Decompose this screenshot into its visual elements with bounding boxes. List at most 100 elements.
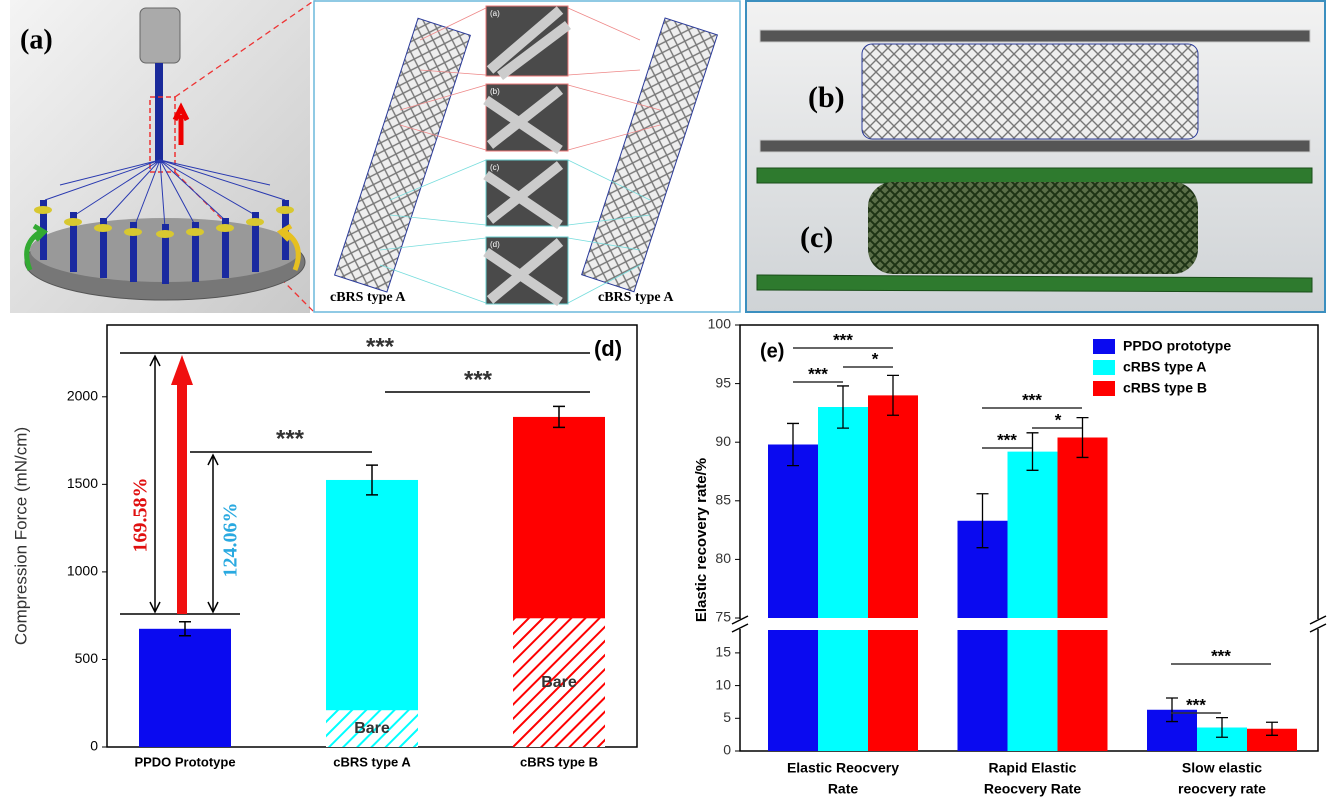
stent-image	[581, 17, 719, 293]
stent-mesh	[868, 182, 1198, 274]
bare-bar	[513, 618, 605, 747]
y-tick-label: 85	[715, 492, 731, 508]
error-bar	[553, 405, 565, 429]
panel-label: (e)	[760, 340, 784, 362]
error-bar	[887, 374, 899, 416]
y-tick-label: 15	[715, 644, 731, 660]
error-bar	[179, 621, 191, 637]
y-tick-label: 10	[715, 676, 731, 692]
error-bar	[976, 493, 989, 549]
micrograph-label: (a)	[490, 9, 500, 18]
panel-label: (d)	[594, 336, 622, 361]
x-tick-label: Rapid Elastic	[989, 760, 1077, 776]
y-tick-label: 0	[90, 738, 98, 754]
annotation: 169.58%	[130, 478, 152, 553]
bar	[768, 444, 818, 751]
y-tick-label: 75	[715, 609, 731, 625]
error-bar	[1076, 416, 1089, 459]
bar	[1147, 709, 1197, 751]
bar	[957, 520, 1008, 751]
y-tick-label: 95	[715, 374, 731, 390]
zoom-box	[149, 96, 176, 173]
cables	[44, 159, 286, 229]
y-tick-label: 2000	[67, 387, 98, 403]
annotation: ***	[997, 430, 1017, 449]
x-tick-label: Slow elastic	[1182, 760, 1262, 776]
rod	[155, 63, 163, 163]
annotation: ***	[276, 425, 305, 452]
annotation: *	[872, 349, 879, 368]
legend-label: PPDO prototype	[1123, 338, 1231, 354]
x-tick-label: Rate	[828, 781, 859, 797]
panel-a: (a)	[10, 0, 316, 314]
y-tick-label: 1500	[67, 475, 98, 491]
panel-stents: (a) (b) (c) (d) cBRS type A cBRS type A	[313, 0, 741, 313]
y-axis-label: Elastic recovery rate/%	[693, 458, 710, 622]
y-tick-label: 5	[723, 709, 731, 725]
y-tick-label: 90	[715, 433, 731, 449]
stent-model	[861, 43, 1199, 140]
x-tick-label: cBRS type B	[520, 754, 598, 769]
micrographs	[483, 5, 571, 307]
annotation: ***	[833, 330, 853, 349]
panel-label: (b)	[808, 81, 845, 114]
annotation: ***	[1022, 390, 1042, 409]
bar	[1057, 437, 1108, 751]
y-axis-label: Compression Force (mN/cm)	[11, 427, 30, 645]
error-bar	[1266, 721, 1278, 736]
micrograph-label: (c)	[490, 163, 500, 172]
panel-bc: (b) (c)	[745, 0, 1326, 313]
bar	[1247, 728, 1297, 751]
error-bar	[1026, 432, 1039, 471]
y-tick-label: 0	[723, 742, 731, 758]
x-tick-label: PPDO Prototype	[134, 754, 235, 769]
annotation: ***	[808, 364, 828, 383]
stent-caption: cBRS type A	[330, 290, 406, 305]
increase-arrow	[171, 355, 193, 614]
legend-swatch	[1093, 381, 1115, 396]
legend-label: cRBS type B	[1123, 380, 1207, 396]
plate	[756, 167, 1313, 184]
bar	[326, 479, 418, 747]
annotation: *	[1055, 410, 1062, 429]
y-tick-label: 500	[75, 650, 99, 666]
rotate-arrow-right	[276, 223, 301, 271]
callout-lines	[379, 159, 651, 304]
double-arrow	[149, 354, 219, 614]
bare-label: Bare	[354, 720, 390, 737]
bar	[818, 407, 868, 751]
micrograph-label: (b)	[490, 87, 500, 96]
panel-label: (a)	[20, 24, 53, 55]
x-tick-label: cBRS type A	[333, 754, 411, 769]
y-tick-label: 80	[715, 550, 731, 566]
y-tick-label: 1000	[67, 563, 98, 579]
bar	[1197, 727, 1247, 751]
bracket	[120, 352, 590, 615]
x-tick-label: Elastic Reocvery	[787, 760, 899, 776]
legend-label: cRBS type A	[1123, 359, 1207, 375]
annotation: ***	[1186, 695, 1206, 714]
x-tick-label: Reocvery Rate	[984, 781, 1081, 797]
error-bar	[837, 385, 849, 429]
pull-arrow	[172, 102, 190, 145]
axis-break	[732, 619, 1326, 629]
bar	[139, 628, 231, 747]
annotation: ***	[366, 333, 395, 360]
stent-caption: cBRS type A	[598, 290, 674, 305]
legend-swatch	[1093, 339, 1115, 354]
bar	[868, 395, 918, 751]
callout-lines	[399, 7, 661, 151]
bar	[1007, 451, 1058, 751]
error-bar	[366, 464, 378, 496]
error-bar	[787, 422, 799, 467]
legend-swatch	[1093, 360, 1115, 375]
bare-label: Bare	[541, 674, 577, 691]
annotation: 124.06%	[220, 503, 242, 578]
error-bar	[1216, 716, 1228, 738]
error-bar	[1166, 697, 1178, 723]
x-tick-label: reocvery rate	[1178, 781, 1266, 797]
plate	[759, 29, 1311, 43]
load-cell	[139, 7, 181, 64]
